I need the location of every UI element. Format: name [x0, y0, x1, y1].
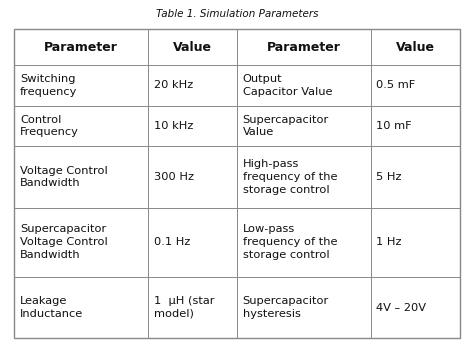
- Text: 10 kHz: 10 kHz: [154, 121, 193, 131]
- Text: Supercapacitor
Value: Supercapacitor Value: [243, 115, 329, 137]
- Text: Table 1. Simulation Parameters: Table 1. Simulation Parameters: [156, 9, 318, 19]
- Text: 20 kHz: 20 kHz: [154, 80, 193, 90]
- Text: 4V – 20V: 4V – 20V: [376, 303, 426, 313]
- Text: Parameter: Parameter: [267, 41, 341, 53]
- Text: Voltage Control
Bandwidth: Voltage Control Bandwidth: [20, 166, 108, 188]
- Text: Parameter: Parameter: [44, 41, 118, 53]
- Text: Supercapacitor
Voltage Control
Bandwidth: Supercapacitor Voltage Control Bandwidth: [20, 225, 108, 260]
- Text: High-pass
frequency of the
storage control: High-pass frequency of the storage contr…: [243, 159, 337, 195]
- Text: Low-pass
frequency of the
storage control: Low-pass frequency of the storage contro…: [243, 225, 337, 260]
- Text: Switching
frequency: Switching frequency: [20, 74, 77, 97]
- Text: 0.1 Hz: 0.1 Hz: [154, 237, 190, 247]
- Text: 10 mF: 10 mF: [376, 121, 412, 131]
- Text: 1  μH (star
model): 1 μH (star model): [154, 296, 214, 319]
- Text: Value: Value: [396, 41, 435, 53]
- Bar: [14, 29, 460, 338]
- Text: Control
Frequency: Control Frequency: [20, 115, 79, 137]
- Text: 0.5 mF: 0.5 mF: [376, 80, 416, 90]
- Text: 1 Hz: 1 Hz: [376, 237, 402, 247]
- Text: Supercapacitor
hysteresis: Supercapacitor hysteresis: [243, 296, 329, 319]
- Text: 5 Hz: 5 Hz: [376, 172, 402, 182]
- Text: Value: Value: [173, 41, 212, 53]
- Text: Output
Capacitor Value: Output Capacitor Value: [243, 74, 332, 97]
- Text: 300 Hz: 300 Hz: [154, 172, 193, 182]
- Text: Leakage
Inductance: Leakage Inductance: [20, 296, 83, 319]
